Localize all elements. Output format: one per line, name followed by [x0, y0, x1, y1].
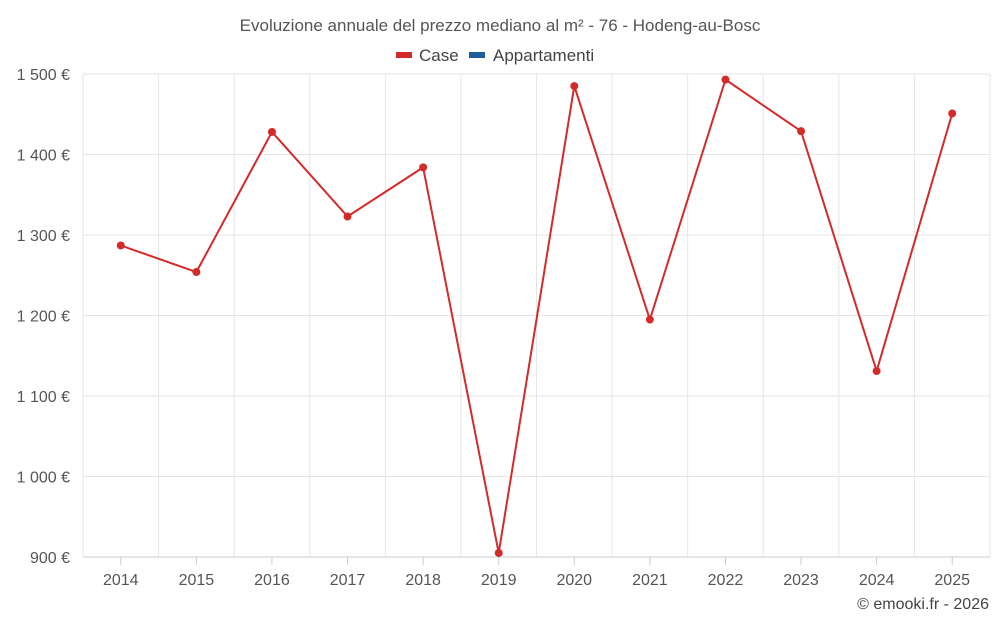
- x-tick-label: 2020: [556, 572, 592, 589]
- y-tick-label: 1 200 €: [17, 309, 70, 326]
- legend-swatch-case: [396, 52, 412, 58]
- legend-swatch-appartamenti: [469, 52, 485, 58]
- series-case: [116, 75, 957, 557]
- data-point-case-2015[interactable]: [192, 268, 201, 277]
- y-tick-label: 900 €: [30, 550, 70, 567]
- data-point-case-2017[interactable]: [343, 212, 352, 221]
- x-tick-label: 2024: [859, 572, 895, 589]
- y-tick-label: 1 500 €: [17, 67, 70, 84]
- x-tick-label: 2022: [708, 572, 744, 589]
- y-tick-label: 1 100 €: [17, 389, 70, 406]
- data-point-case-2018[interactable]: [419, 163, 428, 172]
- x-tick-label: 2015: [179, 572, 215, 589]
- x-axis-ticks: 2014 2015 2016 2017 2018 2019 2020 2021 2022 2023…: [103, 557, 970, 589]
- data-point-case-2021[interactable]: [645, 315, 654, 324]
- x-tick-label: 2019: [481, 572, 517, 589]
- x-tick-label: 2016: [254, 572, 290, 589]
- credit-text: © emooki.fr - 2026: [857, 596, 989, 613]
- x-tick-label: 2023: [783, 572, 819, 589]
- chart-title: Evoluzione annuale del prezzo mediano al…: [240, 16, 761, 35]
- legend-label-appartamenti: Appartamenti: [493, 46, 594, 65]
- legend: Case Appartamenti: [396, 46, 594, 65]
- y-tick-label: 1 400 €: [17, 148, 70, 165]
- x-tick-label: 2014: [103, 572, 139, 589]
- data-point-case-2020[interactable]: [570, 82, 579, 91]
- legend-item-appartamenti[interactable]: Appartamenti: [469, 46, 594, 65]
- x-tick-label: 2021: [632, 572, 668, 589]
- data-point-case-2014[interactable]: [116, 241, 125, 250]
- x-tick-label: 2025: [934, 572, 970, 589]
- data-point-case-2019[interactable]: [494, 548, 503, 557]
- data-point-case-2025[interactable]: [948, 109, 957, 118]
- y-tick-label: 1 300 €: [17, 228, 70, 245]
- legend-label-case: Case: [419, 46, 459, 65]
- data-point-case-2023[interactable]: [797, 127, 806, 136]
- data-point-case-2022[interactable]: [721, 75, 730, 84]
- y-axis-ticks: 900 € 1 000 € 1 100 € 1 200 € 1 300 € 1 400 €…: [17, 67, 70, 567]
- y-tick-label: 1 000 €: [17, 470, 70, 487]
- data-point-case-2016[interactable]: [267, 127, 276, 136]
- series-line-case: [120, 78, 954, 554]
- x-tick-label: 2018: [405, 572, 441, 589]
- legend-item-case[interactable]: Case: [396, 46, 459, 65]
- data-point-case-2024[interactable]: [872, 367, 881, 376]
- x-tick-label: 2017: [330, 572, 366, 589]
